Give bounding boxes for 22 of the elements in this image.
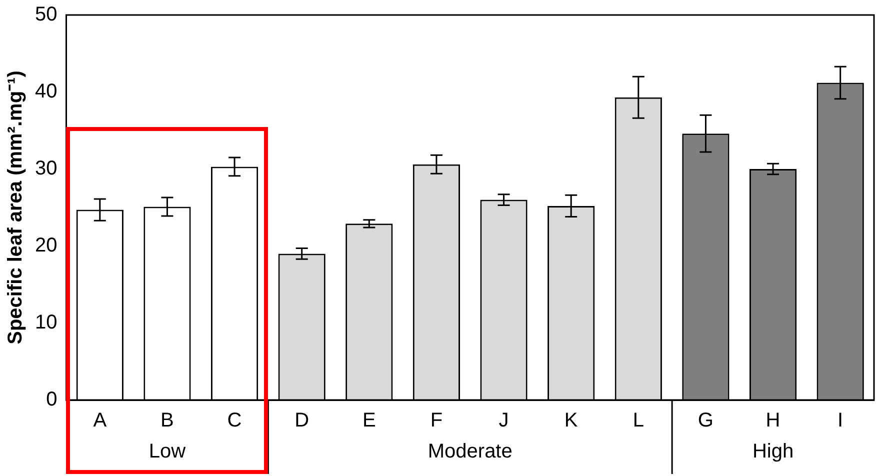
x-tick-label: J bbox=[498, 410, 509, 432]
y-tick-label: 10 bbox=[34, 312, 58, 334]
x-tick-label: A bbox=[93, 410, 108, 432]
x-tick-label: K bbox=[564, 410, 578, 432]
x-tick-label: D bbox=[294, 410, 310, 432]
y-tick-label: 40 bbox=[34, 80, 58, 103]
y-tick-label: 0 bbox=[46, 388, 58, 411]
text: Moderate bbox=[428, 440, 512, 463]
x-tick-label: H bbox=[766, 410, 780, 432]
y-tick-label: 30 bbox=[34, 158, 58, 180]
x-tick-label: F bbox=[430, 410, 443, 432]
x-tick-label: I bbox=[838, 410, 844, 432]
y-tick-label: 50 bbox=[34, 4, 58, 26]
x-tick-label: L bbox=[632, 410, 644, 432]
x-tick-label: G bbox=[698, 410, 714, 432]
x-tick-label: B bbox=[160, 410, 174, 432]
text: Low bbox=[148, 440, 186, 463]
y-tick-label: 20 bbox=[34, 234, 58, 257]
y-axis-title: Specific leaf area (mm².mg⁻¹) bbox=[4, 70, 27, 344]
x-tick-label: E bbox=[362, 410, 376, 432]
text: High bbox=[752, 440, 794, 463]
x-tick-label: C bbox=[227, 410, 242, 432]
